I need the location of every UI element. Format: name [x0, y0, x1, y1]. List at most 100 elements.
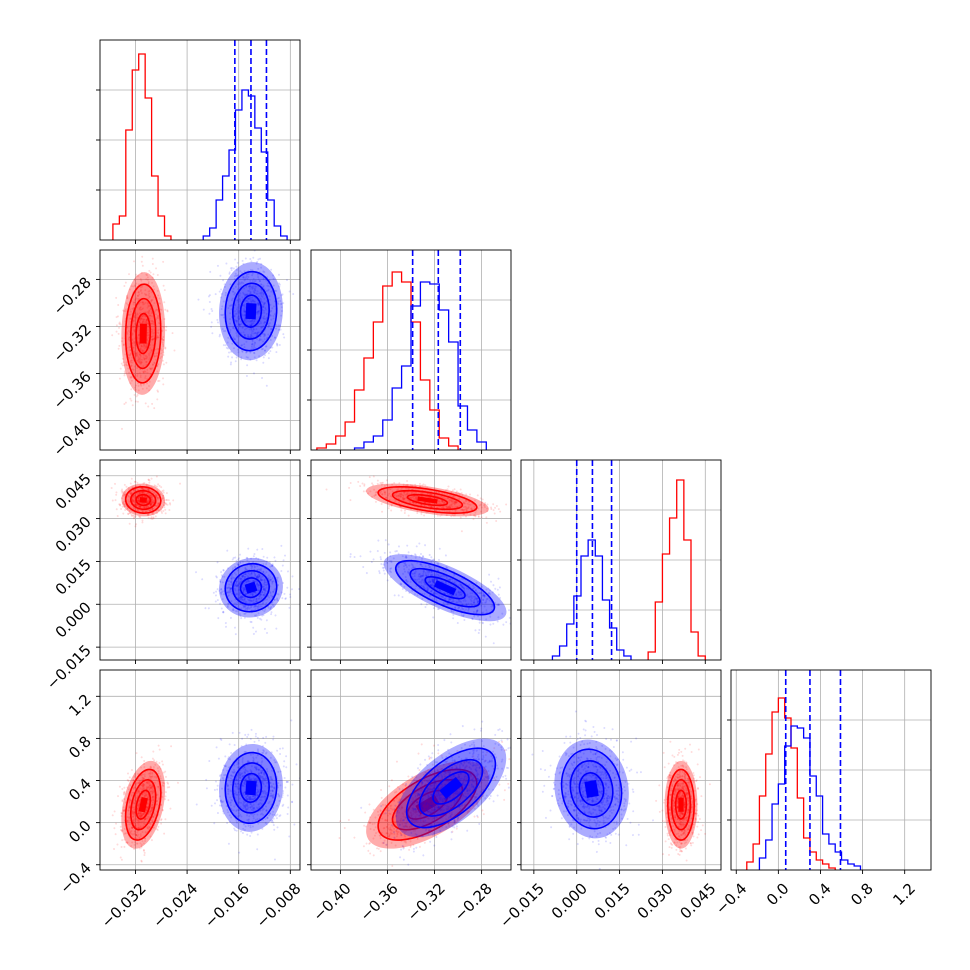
scatter-point	[233, 602, 236, 605]
scatter-point	[132, 350, 135, 353]
scatter-point	[146, 368, 149, 371]
scatter-point	[402, 494, 405, 497]
scatter-point	[139, 286, 142, 289]
scatter-point	[240, 574, 243, 577]
scatter-point	[235, 584, 238, 587]
scatter-point	[281, 597, 284, 600]
scatter-point	[273, 556, 276, 559]
scatter-point	[156, 274, 159, 277]
contour-line	[224, 270, 278, 352]
scatter-point	[245, 285, 248, 288]
scatter-point	[160, 352, 163, 355]
scatter-point	[132, 499, 135, 502]
scatter-point	[378, 492, 381, 495]
scatter-point	[146, 382, 149, 385]
scatter-point	[450, 503, 453, 506]
scatter-point	[134, 298, 137, 301]
scatter-point	[134, 494, 137, 497]
scatter-point	[259, 579, 262, 582]
scatter-point	[150, 493, 153, 496]
scatter-point	[137, 497, 140, 500]
scatter-point	[465, 507, 468, 510]
scatter-point	[228, 304, 231, 307]
scatter-point	[143, 318, 146, 321]
scatter-point	[262, 305, 265, 308]
scatter-point	[283, 336, 286, 339]
scatter-point	[145, 360, 148, 363]
scatter-point	[137, 355, 140, 358]
scatter-point	[244, 257, 247, 260]
scatter-point	[495, 504, 498, 507]
scatter-point	[121, 337, 124, 340]
scatter-point	[374, 500, 377, 503]
scatter-point	[137, 357, 140, 360]
scatter-point	[253, 572, 256, 575]
scatter-point	[251, 593, 254, 596]
scatter-point	[155, 512, 158, 515]
scatter-point	[154, 485, 157, 488]
scatter-point	[252, 299, 255, 302]
scatter-point	[277, 296, 280, 299]
scatter-point	[408, 501, 411, 504]
scatter-point	[118, 377, 121, 380]
scatter-point	[255, 597, 258, 600]
scatter-point	[257, 584, 260, 587]
scatter-point	[485, 516, 488, 519]
scatter-point	[138, 293, 141, 296]
scatter-point	[250, 567, 253, 570]
scatter-point	[245, 327, 248, 330]
scatter-point	[133, 344, 136, 347]
scatter-point	[271, 582, 274, 585]
scatter-point	[234, 285, 237, 288]
scatter-point	[142, 356, 145, 359]
scatter-point	[261, 347, 264, 350]
scatter-point	[123, 505, 126, 508]
scatter-point	[437, 491, 440, 494]
scatter-point	[262, 284, 265, 287]
scatter-point	[244, 575, 247, 578]
scatter-point	[274, 559, 277, 562]
scatter-point	[276, 302, 279, 305]
scatter-point	[127, 314, 130, 317]
scatter-point	[125, 310, 128, 313]
scatter-point	[249, 258, 252, 261]
scatter-point	[246, 273, 249, 276]
x-tick-label: 0.8	[847, 880, 877, 910]
scatter-point	[118, 503, 121, 506]
scatter-point	[249, 292, 252, 295]
scatter-point	[241, 584, 244, 587]
scatter-point	[143, 314, 146, 317]
scatter-point	[156, 308, 159, 311]
scatter-point	[250, 621, 253, 624]
scatter-point	[151, 363, 154, 366]
scatter-point	[381, 510, 384, 513]
scatter-point	[140, 317, 143, 320]
scatter-point	[239, 292, 242, 295]
scatter-point	[156, 389, 159, 392]
scatter-point	[453, 488, 456, 491]
scatter-point	[134, 388, 137, 391]
scatter-point	[367, 492, 370, 495]
scatter-point	[463, 502, 466, 505]
scatter-point	[133, 494, 136, 497]
scatter-point	[150, 508, 153, 511]
scatter-point	[262, 356, 265, 359]
scatter-point	[154, 493, 157, 496]
scatter-point	[128, 337, 131, 340]
scatter-point	[141, 301, 144, 304]
scatter-point	[208, 294, 211, 297]
scatter-point	[138, 342, 141, 345]
scatter-point	[155, 475, 158, 478]
scatter-point	[229, 328, 232, 331]
scatter-point	[249, 296, 252, 299]
scatter-point	[129, 492, 132, 495]
scatter-point	[156, 365, 159, 368]
scatter-point	[132, 329, 135, 332]
scatter-point	[121, 490, 124, 493]
scatter-point	[138, 318, 141, 321]
scatter-point	[374, 493, 377, 496]
scatter-point	[447, 506, 450, 509]
scatter-point	[153, 361, 156, 364]
scatter-point	[270, 328, 273, 331]
scatter-point	[141, 349, 144, 352]
